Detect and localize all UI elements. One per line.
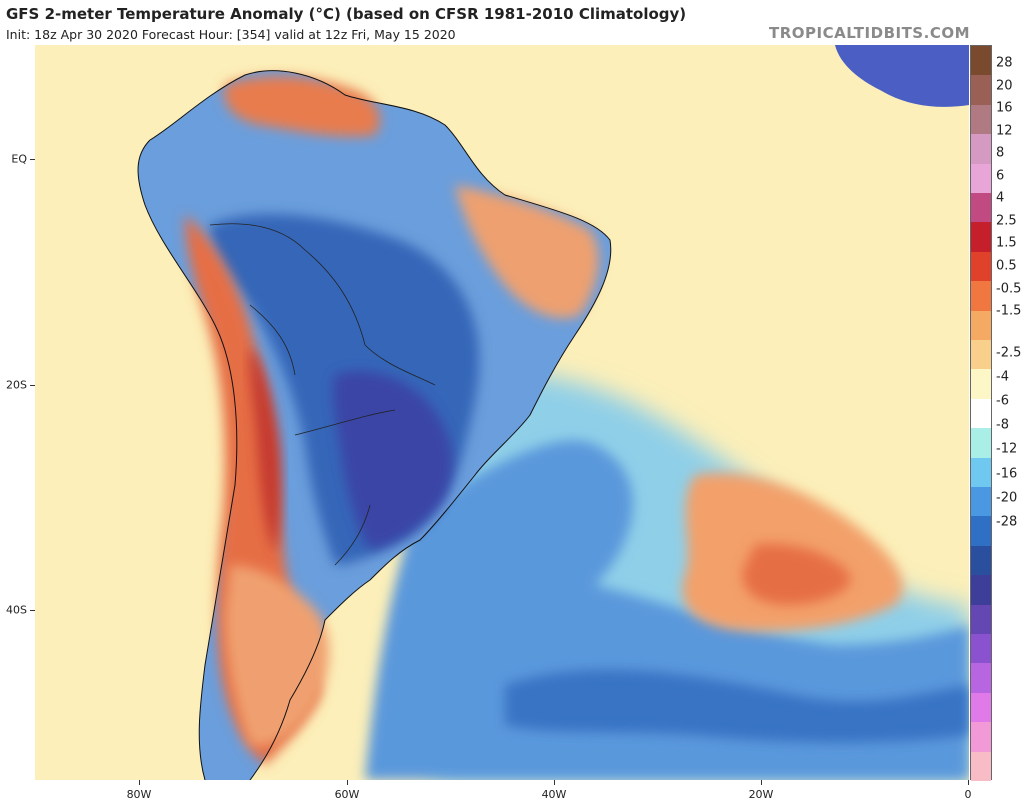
- colorbar-swatch: [971, 487, 991, 517]
- colorbar-swatch: [971, 457, 991, 488]
- colorbar-tick-label: 8: [996, 145, 1005, 161]
- lon-label-20w: 20W: [748, 788, 774, 801]
- colorbar-tick-label: -16: [996, 466, 1018, 482]
- map-title: GFS 2-meter Temperature Anomaly (°C) (ba…: [6, 5, 687, 23]
- colorbar-swatch: [971, 575, 991, 606]
- colorbar-tick-label: 4: [996, 190, 1005, 206]
- lon-label-0: 0: [964, 788, 972, 801]
- colorbar-tick-label: -4: [996, 369, 1009, 385]
- lon-tick: [554, 780, 555, 785]
- lat-tick: [30, 610, 35, 611]
- colorbar-tick-label: 28: [996, 55, 1013, 71]
- colorbar-swatch: [971, 222, 991, 253]
- brand-watermark: TROPICALTIDBITS.COM: [769, 24, 970, 42]
- colorbar-tick-label: 6: [996, 168, 1005, 184]
- latitude-axis: EQ 20S 40S: [0, 45, 35, 780]
- colorbar-swatch: [971, 516, 991, 547]
- lon-tick: [761, 780, 762, 785]
- colorbar-tick-label: 16: [996, 100, 1013, 116]
- lat-tick: [30, 385, 35, 386]
- colorbar-swatch: [971, 663, 991, 694]
- colorbar-swatch: [971, 751, 991, 782]
- colorbar-tick-label: 1.5: [996, 235, 1017, 251]
- colorbar-tick-label: 12: [996, 123, 1013, 139]
- colorbar-swatch: [971, 281, 991, 312]
- colorbar-swatch: [971, 75, 991, 106]
- colorbar-swatch: [971, 134, 991, 165]
- colorbar-tick-label: 2.5: [996, 213, 1017, 229]
- lon-tick: [347, 780, 348, 785]
- colorbar-swatch: [971, 46, 991, 76]
- colorbar-swatch: [971, 692, 991, 723]
- colorbar-tick-label: -12: [996, 441, 1018, 457]
- colorbar-swatch: [971, 398, 991, 429]
- colorbar-swatch: [971, 251, 991, 282]
- lat-label-20s: 20S: [6, 378, 27, 392]
- colorbar-legend: [970, 45, 992, 782]
- anomaly-map: [35, 45, 969, 780]
- south-america-west-coastline: [137, 139, 238, 780]
- lon-tick: [968, 780, 969, 785]
- colorbar-swatch: [971, 428, 991, 459]
- lat-tick: [30, 159, 35, 160]
- south-america-coastline: [149, 70, 612, 780]
- andes-hot-anomaly: [249, 345, 282, 555]
- colorbar-tick-label: 20: [996, 78, 1013, 94]
- lat-label-eq: EQ: [11, 152, 27, 166]
- west-africa-landmass: [835, 45, 969, 107]
- brazil-very-cold-anomaly: [332, 371, 453, 550]
- colorbar-tick-label: -0.5: [996, 281, 1022, 296]
- colorbar-swatch: [971, 369, 991, 400]
- south-atlantic-colder-anomaly: [505, 669, 969, 743]
- colorbar-swatch: [971, 163, 991, 194]
- colorbar-tick-label: 0.5: [996, 258, 1017, 274]
- patagonia-warm-anomaly: [225, 565, 330, 746]
- colorbar-tick-label: -2.5: [996, 345, 1022, 361]
- colorbar-swatch: [971, 722, 991, 753]
- colorbar-swatch: [971, 104, 991, 135]
- map-canvas: [35, 45, 969, 780]
- south-atlantic-warm-core: [742, 544, 851, 605]
- lat-label-40s: 40S: [6, 603, 27, 617]
- colorbar-swatch: [971, 193, 991, 223]
- lon-label-80w: 80W: [126, 788, 152, 801]
- colorbar-tick-label: -6: [996, 393, 1009, 409]
- colorbar-swatch: [971, 340, 991, 370]
- colorbar-swatch: [971, 634, 991, 664]
- colorbar-tick-label: -1.5: [996, 303, 1022, 319]
- northeast-brazil-warm-anomaly: [455, 185, 599, 319]
- lon-tick: [139, 780, 140, 785]
- venezuela-warm-anomaly: [224, 75, 380, 137]
- colorbar-tick-label: -20: [996, 490, 1018, 506]
- colorbar-swatch: [971, 604, 991, 635]
- colorbar-swatch: [971, 310, 991, 341]
- colorbar-tick-label: -8: [996, 417, 1009, 433]
- colorbar-tick-label: -28: [996, 514, 1018, 530]
- longitude-axis: 80W 60W 40W 20W 0: [35, 780, 972, 801]
- lon-label-60w: 60W: [334, 788, 360, 801]
- map-subtitle: Init: 18z Apr 30 2020 Forecast Hour: [35…: [6, 27, 456, 42]
- colorbar-swatch: [971, 545, 991, 576]
- country-borders: [209, 223, 436, 566]
- colorbar-labels: 28 20 16 12 8 6 4 2.5 1.5 0.5 -0.5 -1.5 -2.5 -4 -6 -8 -1…: [992, 45, 1024, 780]
- lon-label-40w: 40W: [541, 788, 567, 801]
